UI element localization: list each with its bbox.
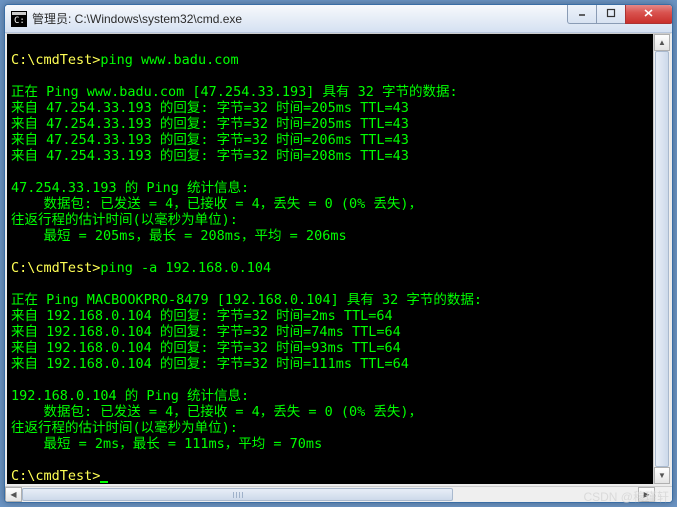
horizontal-scrollbar[interactable]: ◀ ▶ — [5, 486, 672, 502]
scroll-thumb[interactable] — [22, 488, 453, 501]
command-text: ping -a 192.168.0.104 — [100, 260, 271, 276]
prompt: C:\cmdTest> — [11, 468, 100, 484]
vertical-scrollbar[interactable]: ▲ ▼ — [653, 34, 670, 484]
console-line: 往返行程的估计时间(以毫秒为单位): — [11, 420, 238, 436]
cursor — [100, 481, 108, 483]
console-line: 192.168.0.104 的 Ping 统计信息: — [11, 388, 249, 404]
console-line: 正在 Ping www.badu.com [47.254.33.193] 具有 … — [11, 84, 458, 100]
console-line: 来自 47.254.33.193 的回复: 字节=32 时间=206ms TTL… — [11, 132, 409, 148]
scroll-track[interactable] — [654, 51, 670, 467]
console-line: 来自 47.254.33.193 的回复: 字节=32 时间=208ms TTL… — [11, 148, 409, 164]
console-line: 数据包: 已发送 = 4，已接收 = 4，丢失 = 0 (0% 丢失)， — [11, 404, 422, 420]
console-area: C:\cmdTest>ping www.badu.com 正在 Ping www… — [5, 33, 672, 486]
close-button[interactable] — [625, 4, 673, 24]
svg-text:C:: C: — [14, 16, 25, 26]
window-controls — [568, 4, 673, 24]
scroll-left-button[interactable]: ◀ — [5, 487, 22, 502]
minimize-button[interactable] — [567, 4, 597, 24]
console-line: 来自 192.168.0.104 的回复: 字节=32 时间=93ms TTL=… — [11, 340, 401, 356]
scroll-track[interactable] — [22, 487, 638, 502]
console-line: 来自 47.254.33.193 的回复: 字节=32 时间=205ms TTL… — [11, 100, 409, 116]
prompt: C:\cmdTest> — [11, 260, 100, 276]
console-line: 数据包: 已发送 = 4，已接收 = 4，丢失 = 0 (0% 丢失)， — [11, 196, 422, 212]
console-line: 最短 = 2ms，最长 = 111ms，平均 = 70ms — [11, 436, 322, 452]
console-line: 正在 Ping MACBOOKPRO-8479 [192.168.0.104] … — [11, 292, 482, 308]
console-line: 往返行程的估计时间(以毫秒为单位): — [11, 212, 238, 228]
scroll-down-button[interactable]: ▼ — [654, 467, 670, 484]
cmd-icon: C: — [11, 11, 27, 27]
console-line: 来自 192.168.0.104 的回复: 字节=32 时间=74ms TTL=… — [11, 324, 401, 340]
console-line: 47.254.33.193 的 Ping 统计信息: — [11, 180, 249, 196]
console-output[interactable]: C:\cmdTest>ping www.badu.com 正在 Ping www… — [7, 34, 653, 484]
maximize-button[interactable] — [596, 4, 626, 24]
window-title: 管理员: C:\Windows\system32\cmd.exe — [32, 10, 568, 27]
console-line: 来自 192.168.0.104 的回复: 字节=32 时间=111ms TTL… — [11, 356, 409, 372]
scroll-thumb[interactable] — [655, 51, 669, 467]
command-text: ping www.badu.com — [100, 52, 238, 68]
watermark: CSDN @穆瑾轩 — [583, 488, 669, 505]
prompt: C:\cmdTest> — [11, 52, 100, 68]
cmd-window: C: 管理员: C:\Windows\system32\cmd.exe C:\c… — [4, 4, 673, 503]
console-line: 来自 192.168.0.104 的回复: 字节=32 时间=2ms TTL=6… — [11, 308, 393, 324]
console-line: 来自 47.254.33.193 的回复: 字节=32 时间=205ms TTL… — [11, 116, 409, 132]
console-line: 最短 = 205ms，最长 = 208ms，平均 = 206ms — [11, 228, 347, 244]
scroll-up-button[interactable]: ▲ — [654, 34, 670, 51]
titlebar[interactable]: C: 管理员: C:\Windows\system32\cmd.exe — [5, 5, 672, 33]
